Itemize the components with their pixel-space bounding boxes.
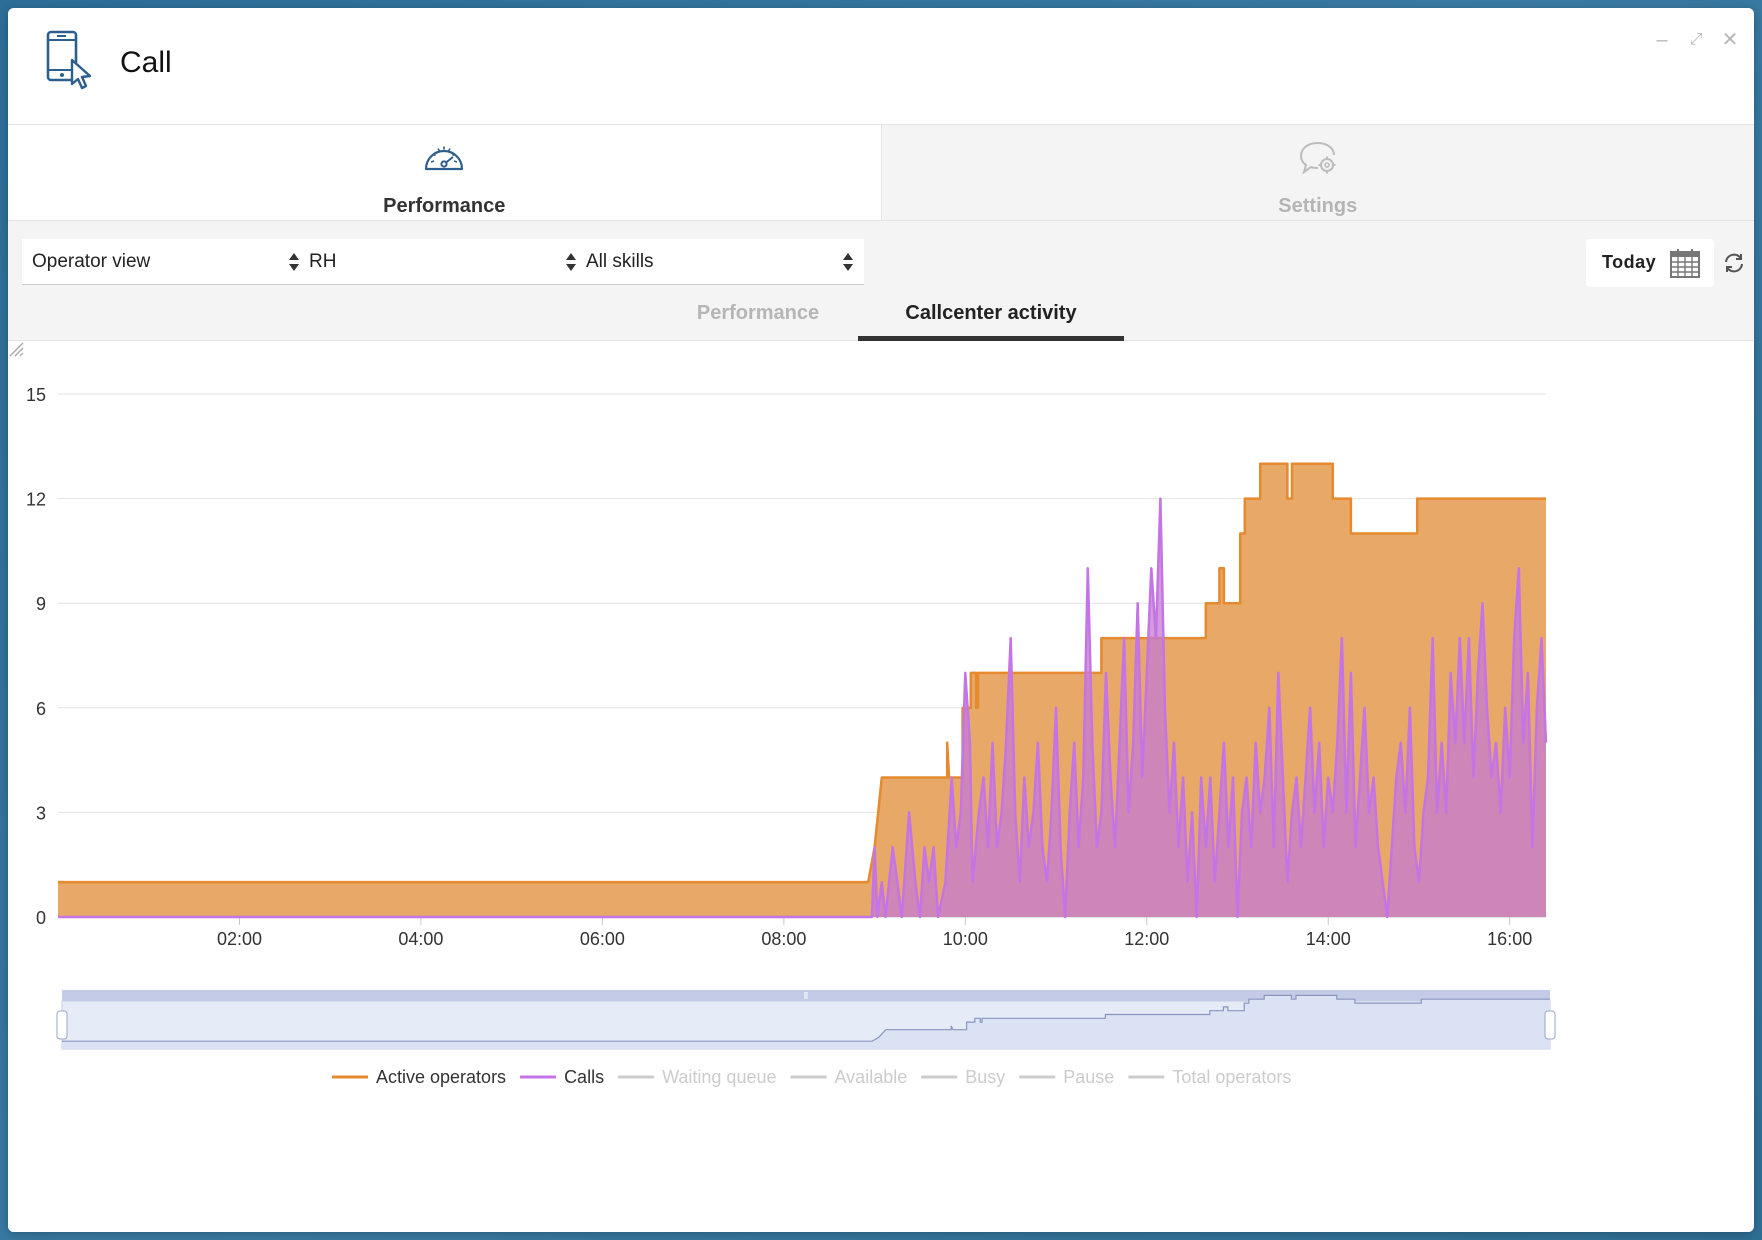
- view-select-value: Operator view: [32, 251, 151, 272]
- x-tick-label: 16:00: [1487, 929, 1532, 949]
- legend-label: Waiting queue: [662, 1067, 776, 1087]
- legend-item[interactable]: Pause: [1019, 1067, 1114, 1087]
- resize-grip-icon[interactable]: [8, 341, 24, 357]
- app-window: Call – ⤢ ✕ Performance: [8, 8, 1754, 1232]
- navigator-series-line: [62, 994, 1550, 1042]
- window-title: Call: [120, 46, 172, 79]
- legend-item[interactable]: Calls: [520, 1067, 604, 1087]
- refresh-icon[interactable]: [1722, 251, 1746, 275]
- chat-gear-icon: [1299, 142, 1336, 175]
- activity-chart: 0 3 6 9 12 15 02:00 04:00 06:00 08:00 10:00 12:00 1…: [26, 385, 1556, 1087]
- x-tick-label: 10:00: [943, 929, 988, 949]
- calls-area: [58, 498, 1546, 917]
- skills-select[interactable]: All skills: [576, 239, 864, 285]
- range-navigator[interactable]: Ⅱ: [56, 990, 1556, 1050]
- y-tick-label: 15: [26, 385, 46, 405]
- group-select-value: RH: [309, 251, 337, 272]
- legend-label: Available: [835, 1067, 908, 1087]
- subtab-performance[interactable]: Performance: [696, 302, 820, 324]
- y-tick-label: 6: [36, 699, 46, 719]
- chart-area: 0 3 6 9 12 15 02:00 04:00 06:00 08:00 10:00 12:00 1…: [8, 341, 1754, 1232]
- x-tick-label: 14:00: [1306, 929, 1351, 949]
- legend-item[interactable]: Busy: [921, 1067, 1005, 1087]
- y-tick-label: 3: [36, 803, 46, 823]
- calendar-icon: [1670, 249, 1700, 278]
- maximize-icon[interactable]: ⤢: [1689, 31, 1703, 48]
- legend-label: Pause: [1063, 1067, 1114, 1087]
- active-operators-line: [58, 462, 1546, 884]
- sort-arrows-icon: [289, 253, 299, 271]
- minimize-icon[interactable]: –: [1656, 29, 1668, 51]
- legend-label: Total operators: [1172, 1067, 1291, 1087]
- tab-settings[interactable]: Settings: [880, 125, 1754, 220]
- calls-line: [58, 497, 1548, 919]
- navigator-scrollbar[interactable]: [62, 990, 1550, 1001]
- date-picker-button[interactable]: Today: [1586, 239, 1714, 287]
- chart-legend: Active operators Calls Waiting queue Availa…: [332, 1067, 1291, 1087]
- legend-label: Calls: [564, 1067, 604, 1087]
- legend-item[interactable]: Available: [790, 1067, 908, 1087]
- y-tick-label: 0: [36, 908, 46, 928]
- window-controls: – ⤢ ✕: [1652, 30, 1740, 50]
- title-bar: Call – ⤢ ✕: [8, 8, 1754, 125]
- tab-performance[interactable]: Performance: [8, 125, 881, 220]
- legend-item[interactable]: Waiting queue: [618, 1067, 777, 1087]
- sub-tabs: Performance Callcenter activity: [8, 293, 1754, 341]
- grip-lines-icon[interactable]: Ⅱ: [804, 991, 809, 1002]
- x-tick-label: 12:00: [1124, 929, 1169, 949]
- legend-label: Active operators: [376, 1067, 506, 1087]
- navigator-handle-left[interactable]: [56, 1010, 68, 1040]
- x-tick-label: 08:00: [761, 929, 806, 949]
- x-tick-label: 02:00: [217, 929, 262, 949]
- tab-settings-label: Settings: [1278, 195, 1358, 217]
- legend-label: Busy: [965, 1067, 1005, 1087]
- sort-arrows-icon: [566, 253, 576, 271]
- skills-select-value: All skills: [586, 251, 654, 272]
- y-tick-label: 12: [26, 490, 46, 510]
- x-tick-label: 06:00: [580, 929, 625, 949]
- tab-performance-label: Performance: [383, 195, 506, 217]
- legend-item[interactable]: Active operators: [332, 1067, 506, 1087]
- x-tick-label: 04:00: [398, 929, 443, 949]
- legend-item[interactable]: Total operators: [1128, 1067, 1291, 1087]
- phone-cursor-icon: [46, 30, 92, 90]
- group-select[interactable]: RH: [299, 239, 587, 285]
- view-select[interactable]: Operator view: [22, 239, 310, 285]
- toolbar: Operator view RH All skills Today: [8, 221, 1754, 341]
- navigator-series-area: [62, 995, 1550, 1049]
- speedometer-icon: [425, 146, 464, 171]
- close-icon[interactable]: ✕: [1721, 29, 1739, 51]
- subtab-callcenter-activity[interactable]: Callcenter activity: [858, 293, 1124, 341]
- main-tabs: Performance Settings: [8, 125, 1754, 221]
- date-button-label: Today: [1602, 252, 1657, 272]
- y-tick-label: 9: [36, 594, 46, 614]
- navigator-handle-right[interactable]: [1544, 1010, 1556, 1040]
- sort-arrows-icon: [843, 253, 853, 271]
